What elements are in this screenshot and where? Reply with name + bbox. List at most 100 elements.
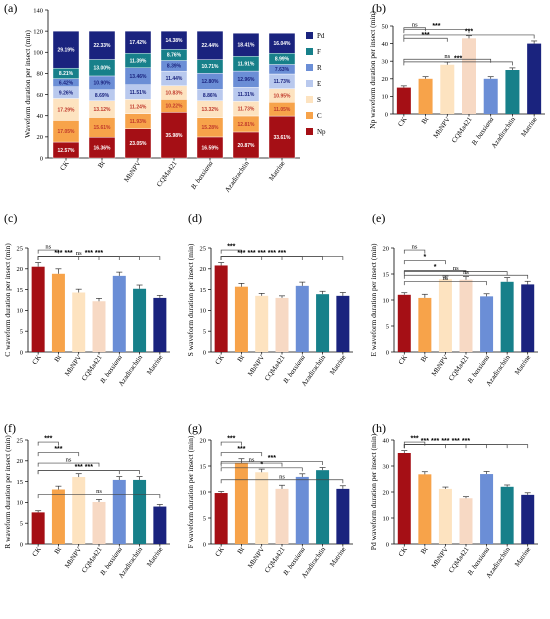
x-tick-label-mbnpv: MbNPV [122,160,142,184]
y-tick-label: 50 [382,23,389,30]
legend-label-f: F [317,48,321,56]
bar-cqma421 [92,501,106,544]
segment-label-s: 10.95% [274,93,292,99]
significance-bracket-mbnpv [220,452,263,457]
y-tick-label: 20 [17,266,24,273]
significance-label-azadirachtin: ns [453,265,459,272]
significance-label-bt: *** [44,436,52,443]
x-tick-label-ck: CK [31,354,43,367]
stack-segment-pd-matrine [268,33,296,54]
bar-cqma421 [275,297,289,352]
segment-label-r: 10.90% [94,81,112,87]
y-tick-label: 5 [20,329,23,336]
significance-label-matrine: ns [463,269,469,276]
significance-label-cqma421: *** [431,438,439,445]
x-tick-label-ck: CK [214,354,226,367]
significance-label-mbnpv: *** [54,250,62,257]
segment-label-e: 11.31% [238,92,255,98]
x-tick-label-matrine: Matrine [145,546,164,569]
y-tick-label: 10 [200,308,207,315]
segment-label-pd: 22.44% [202,43,220,49]
significance-label-b-bassiana: ns [76,250,82,257]
segment-label-r: 8.39% [167,64,182,70]
bar-azadirachtin [505,70,520,114]
x-tick-label-matrine: Matrine [328,354,347,377]
significance-label-bt: ns [45,244,51,251]
significance-bracket-bt [220,441,242,446]
segment-label-e: 11.44% [166,76,183,82]
segment-label-c: 17.05% [58,129,76,135]
segment-label-c: 10.22% [166,104,184,110]
segment-label-s: 13.12% [94,107,112,113]
significance-label-mbnpv: *** [54,446,62,453]
bar-matrine [521,494,535,544]
significance-label-matrine: *** [278,250,286,257]
y-tick-label: 25 [17,437,24,444]
y-tick-label: 40 [382,41,389,48]
segment-label-s: 13.32% [202,107,220,113]
y-axis-title: Np waveform duration per insect (min) [368,11,377,129]
bar-azadirachtin [133,479,147,544]
x-tick-label-mbnpv: MbNPV [246,354,266,378]
significance-bracket-cqma421 [220,462,283,467]
panel-d-s-bar-chart: (d) 0 5 10 15 20 25 S waveform duration per ins… [186,211,353,388]
y-tick-label: 0 [386,541,389,548]
x-tick-label-text: B. bassiana [189,159,215,191]
significance-bracket-cqma421 [403,29,470,34]
segment-label-f: 8.76% [167,53,182,59]
significance-label-azadirachtin: *** [85,464,93,471]
bar-matrine [153,506,167,544]
bar-ck [31,266,45,352]
bar-cqma421 [459,498,473,544]
x-tick-label-azadirachtin: Azadirachtin [223,159,251,194]
y-tick-label: 15 [383,271,390,278]
stack-segment-pd-azadirachtin [232,33,260,57]
significance-label-cqma421: ns [249,457,255,464]
significance-bracket-mbnpv [403,37,448,42]
y-axis-title: R waveform duration per insect (min) [3,435,12,549]
legend-label-pd: Pd [317,32,325,40]
segment-label-np: 23.05% [130,141,148,147]
significance-bracket-bt [403,441,426,446]
x-tick-label-mbnpv: MbNPV [63,354,83,378]
y-tick-label: 5 [20,521,23,528]
significance-label-b-bassiana: *** [75,464,83,471]
segment-label-pd: 17.42% [130,40,148,46]
bar-bt [418,78,433,114]
y-tick-label: 5 [203,515,206,522]
bar-matrine [521,284,535,352]
segment-label-e: 8.86% [203,93,218,99]
significance-label-cqma421: *** [432,23,440,30]
significance-bracket-cqma421 [403,444,467,449]
segment-label-e: 9.26% [59,90,74,96]
significance-bracket-cqma421 [220,256,283,261]
segment-label-c: 11.93% [130,119,147,125]
stack-segment-pd-ck [52,30,80,69]
bar-azadirachtin [316,294,330,352]
significance-bracket-mbnpv [37,452,80,457]
legend-swatch-s [306,96,313,103]
significance-label-bt: *** [227,244,235,251]
segment-label-r: 6.42% [59,80,74,86]
y-tick-label: 20 [383,489,390,496]
x-tick-label-ck: CK [396,116,408,129]
significance-label-mbnpv: *** [237,250,245,257]
significance-bracket-matrine [37,256,161,261]
y-tick-label: 20 [200,437,207,444]
stack-segment-pd-cqma421 [160,30,188,50]
panel-label-c: (c) [4,211,17,225]
significance-label-cqma421: *** [247,250,255,257]
significance-label-b-bassiana: *** [441,438,449,445]
y-tick-label: 20 [17,458,24,465]
significance-bracket-matrine [220,256,344,261]
bar-mbnpv [255,295,269,352]
segment-label-f: 8.99% [275,57,290,63]
y-tick-label: 15 [17,287,24,294]
x-tick-label-cqma421: CQMa421 [155,159,179,188]
y-tick-label: 40 [383,437,390,444]
bar-cqma421 [275,488,289,544]
legend-swatch-r [306,64,313,71]
significance-label-cqma421: *** [64,250,72,257]
bar-matrine [527,43,542,114]
legend-swatch-np [306,128,313,135]
